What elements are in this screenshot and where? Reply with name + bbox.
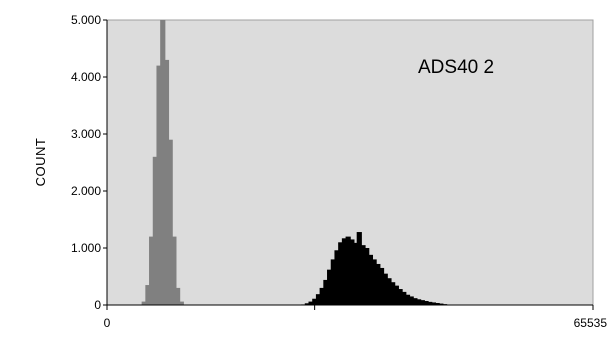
histogram-bar	[408, 296, 414, 305]
histogram-bar	[393, 285, 399, 305]
histogram-bar	[360, 245, 366, 305]
histogram-bar	[427, 301, 433, 305]
histogram-bar	[401, 291, 407, 305]
histogram-bar	[390, 282, 396, 305]
series-1	[301, 232, 451, 305]
histogram-bar	[364, 248, 370, 305]
histogram-bar	[404, 294, 411, 305]
histogram-bar	[378, 267, 385, 305]
histogram-bar	[412, 298, 418, 305]
bars-layer	[141, 20, 451, 306]
histogram-bar	[330, 259, 336, 305]
y-tick-label: 3.000	[71, 127, 101, 141]
histogram-bar	[352, 242, 359, 305]
y-tick-label: 1.000	[71, 241, 101, 255]
histogram-bar	[149, 236, 155, 305]
histogram-bar	[175, 287, 181, 305]
y-axis-label: COUNT	[33, 138, 48, 187]
histogram-bar	[178, 301, 184, 305]
histogram-bar	[349, 239, 355, 305]
histogram-bar	[419, 300, 425, 305]
histogram-bar	[312, 298, 318, 305]
histogram-bar	[167, 139, 173, 305]
histogram-bar	[171, 236, 177, 305]
y-tick-label: 5.000	[71, 13, 101, 27]
y-tick-label: 4.000	[71, 70, 101, 84]
y-tick-label: 0	[94, 298, 101, 312]
histogram-bar	[304, 303, 310, 305]
histogram-bar	[145, 285, 151, 305]
histogram-bar	[345, 236, 351, 305]
histogram-bar	[341, 238, 348, 305]
chart-annotation: ADS40 2	[418, 57, 494, 78]
histogram-bar	[375, 263, 381, 305]
histogram-bar	[423, 301, 429, 305]
histogram-bar	[430, 302, 437, 305]
histogram-bar	[315, 294, 322, 305]
histogram-bar	[152, 156, 158, 305]
histogram-bar	[338, 242, 344, 305]
histogram-bar	[382, 273, 388, 305]
histogram-bar	[397, 289, 403, 305]
histogram-bar	[160, 20, 166, 305]
histogram-bar	[371, 259, 377, 305]
histogram-bar	[308, 301, 314, 305]
histogram-bar	[163, 59, 170, 306]
histogram-bar	[386, 278, 392, 305]
axes-layer: 0 1.000 2.000 3.000 4.000 5.000 0 65535	[71, 13, 607, 330]
histogram-bar	[367, 254, 374, 305]
histogram-bar	[416, 299, 422, 305]
histogram-bar	[156, 65, 162, 305]
histogram-bar	[438, 303, 444, 305]
histogram-bar	[327, 269, 333, 305]
y-tick-label: 2.000	[71, 184, 101, 198]
histogram-bar	[356, 232, 362, 305]
histogram-bar	[323, 279, 329, 305]
histogram-bar	[319, 287, 325, 305]
histogram-bar	[434, 303, 440, 305]
x-tick-label: 0	[104, 316, 111, 330]
histogram-bar	[141, 301, 147, 305]
x-tick-label: 65535	[574, 316, 608, 330]
series-0	[141, 20, 184, 306]
histogram-bar	[334, 250, 340, 305]
